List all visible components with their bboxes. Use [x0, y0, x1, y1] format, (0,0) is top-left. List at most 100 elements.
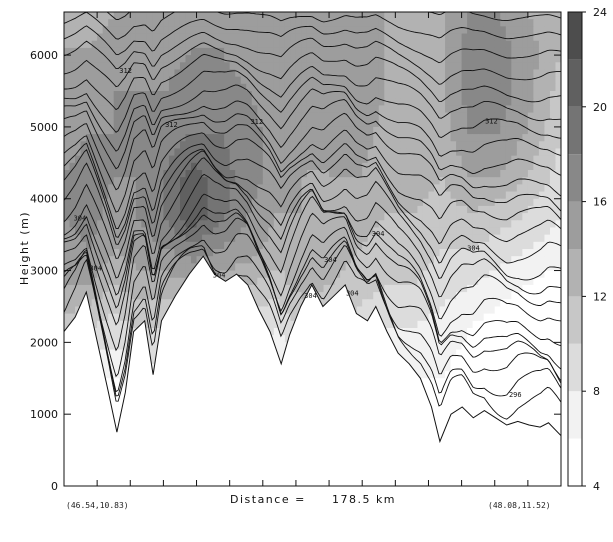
field-cell: [102, 141, 109, 150]
field-cell: [174, 263, 181, 272]
field-cell: [395, 184, 402, 193]
field-cell: [64, 270, 71, 279]
field-cell: [130, 33, 137, 42]
field-cell: [373, 26, 380, 35]
field-cell: [102, 220, 109, 229]
field-cell: [345, 284, 352, 293]
field-cell: [549, 385, 557, 394]
field-cell: [533, 126, 540, 135]
field-cell: [86, 62, 93, 71]
field-cell: [494, 170, 501, 178]
field-cell: [422, 55, 430, 63]
field-cell: [301, 55, 308, 63]
field-cell: [456, 76, 463, 85]
field-cell: [86, 277, 93, 286]
field-cell: [411, 299, 419, 308]
field-cell: [549, 126, 557, 135]
field-cell: [378, 76, 385, 85]
field-cell: [351, 277, 358, 286]
field-cell: [433, 234, 441, 243]
field-cell: [527, 249, 534, 257]
field-cell: [445, 141, 452, 150]
field-cell: [533, 91, 540, 99]
field-cell: [246, 40, 253, 49]
field-cell: [179, 26, 187, 35]
field-cell: [119, 170, 126, 178]
field-cell: [467, 134, 474, 142]
field-cell: [345, 162, 352, 171]
field-cell: [185, 191, 192, 200]
field-cell: [511, 55, 518, 63]
field-cell: [389, 227, 396, 236]
field-cell: [351, 19, 358, 27]
field-cell: [467, 227, 474, 236]
field-cell: [141, 241, 148, 250]
field-cell: [544, 76, 551, 85]
field-cell: [257, 205, 264, 214]
field-cell: [102, 69, 109, 78]
field-cell: [456, 342, 463, 351]
field-cell: [555, 155, 561, 164]
field-cell: [323, 256, 330, 264]
field-cell: [218, 234, 225, 243]
field-cell: [445, 385, 452, 394]
field-cell: [345, 69, 352, 78]
field-cell: [113, 69, 120, 78]
field-cell: [406, 162, 413, 171]
field-cell: [467, 26, 474, 35]
field-cell: [130, 227, 137, 236]
field-cell: [323, 62, 330, 71]
field-cell: [273, 76, 280, 85]
field-cell: [146, 141, 153, 150]
field-cell: [179, 105, 187, 114]
field-cell: [478, 40, 485, 49]
field-cell: [483, 184, 490, 193]
field-cell: [174, 126, 181, 135]
field-cell: [301, 249, 308, 257]
field-cell: [439, 26, 446, 35]
field-cell: [218, 126, 225, 135]
field-cell: [130, 284, 137, 293]
field-cell: [163, 55, 170, 63]
field-cell: [179, 40, 187, 49]
field-cell: [213, 83, 220, 92]
field-cell: [511, 62, 518, 71]
field-cell: [406, 263, 413, 272]
field-cell: [500, 241, 507, 250]
field-cell: [213, 198, 220, 207]
field-cell: [152, 170, 159, 178]
field-cell: [461, 98, 468, 106]
field-cell: [179, 83, 187, 92]
field-cell: [483, 155, 490, 164]
field-cell: [483, 371, 490, 379]
field-cell: [494, 141, 501, 150]
field-cell: [312, 76, 319, 85]
field-cell: [185, 198, 192, 207]
field-cell: [445, 126, 452, 135]
field-cell: [555, 356, 561, 365]
field-cell: [351, 119, 358, 128]
field-cell: [340, 256, 347, 264]
field-cell: [367, 105, 374, 114]
field-cell: [284, 33, 292, 42]
field-cell: [522, 155, 529, 164]
field-cell: [251, 170, 258, 178]
field-cell: [500, 40, 507, 49]
field-cell: [295, 148, 303, 157]
field-cell: [268, 98, 275, 106]
field-cell: [505, 241, 512, 250]
field-cell: [108, 198, 115, 207]
field-cell: [428, 47, 435, 56]
field-cell: [323, 105, 330, 114]
field-cell: [113, 98, 120, 106]
field-cell: [273, 184, 280, 193]
field-cell: [417, 184, 424, 193]
field-cell: [64, 19, 71, 27]
field-cell: [456, 234, 463, 243]
field-cell: [422, 26, 430, 35]
field-cell: [174, 83, 181, 92]
field-cell: [428, 270, 435, 279]
field-cell: [119, 205, 126, 214]
field-cell: [329, 55, 336, 63]
field-cell: [168, 12, 176, 20]
